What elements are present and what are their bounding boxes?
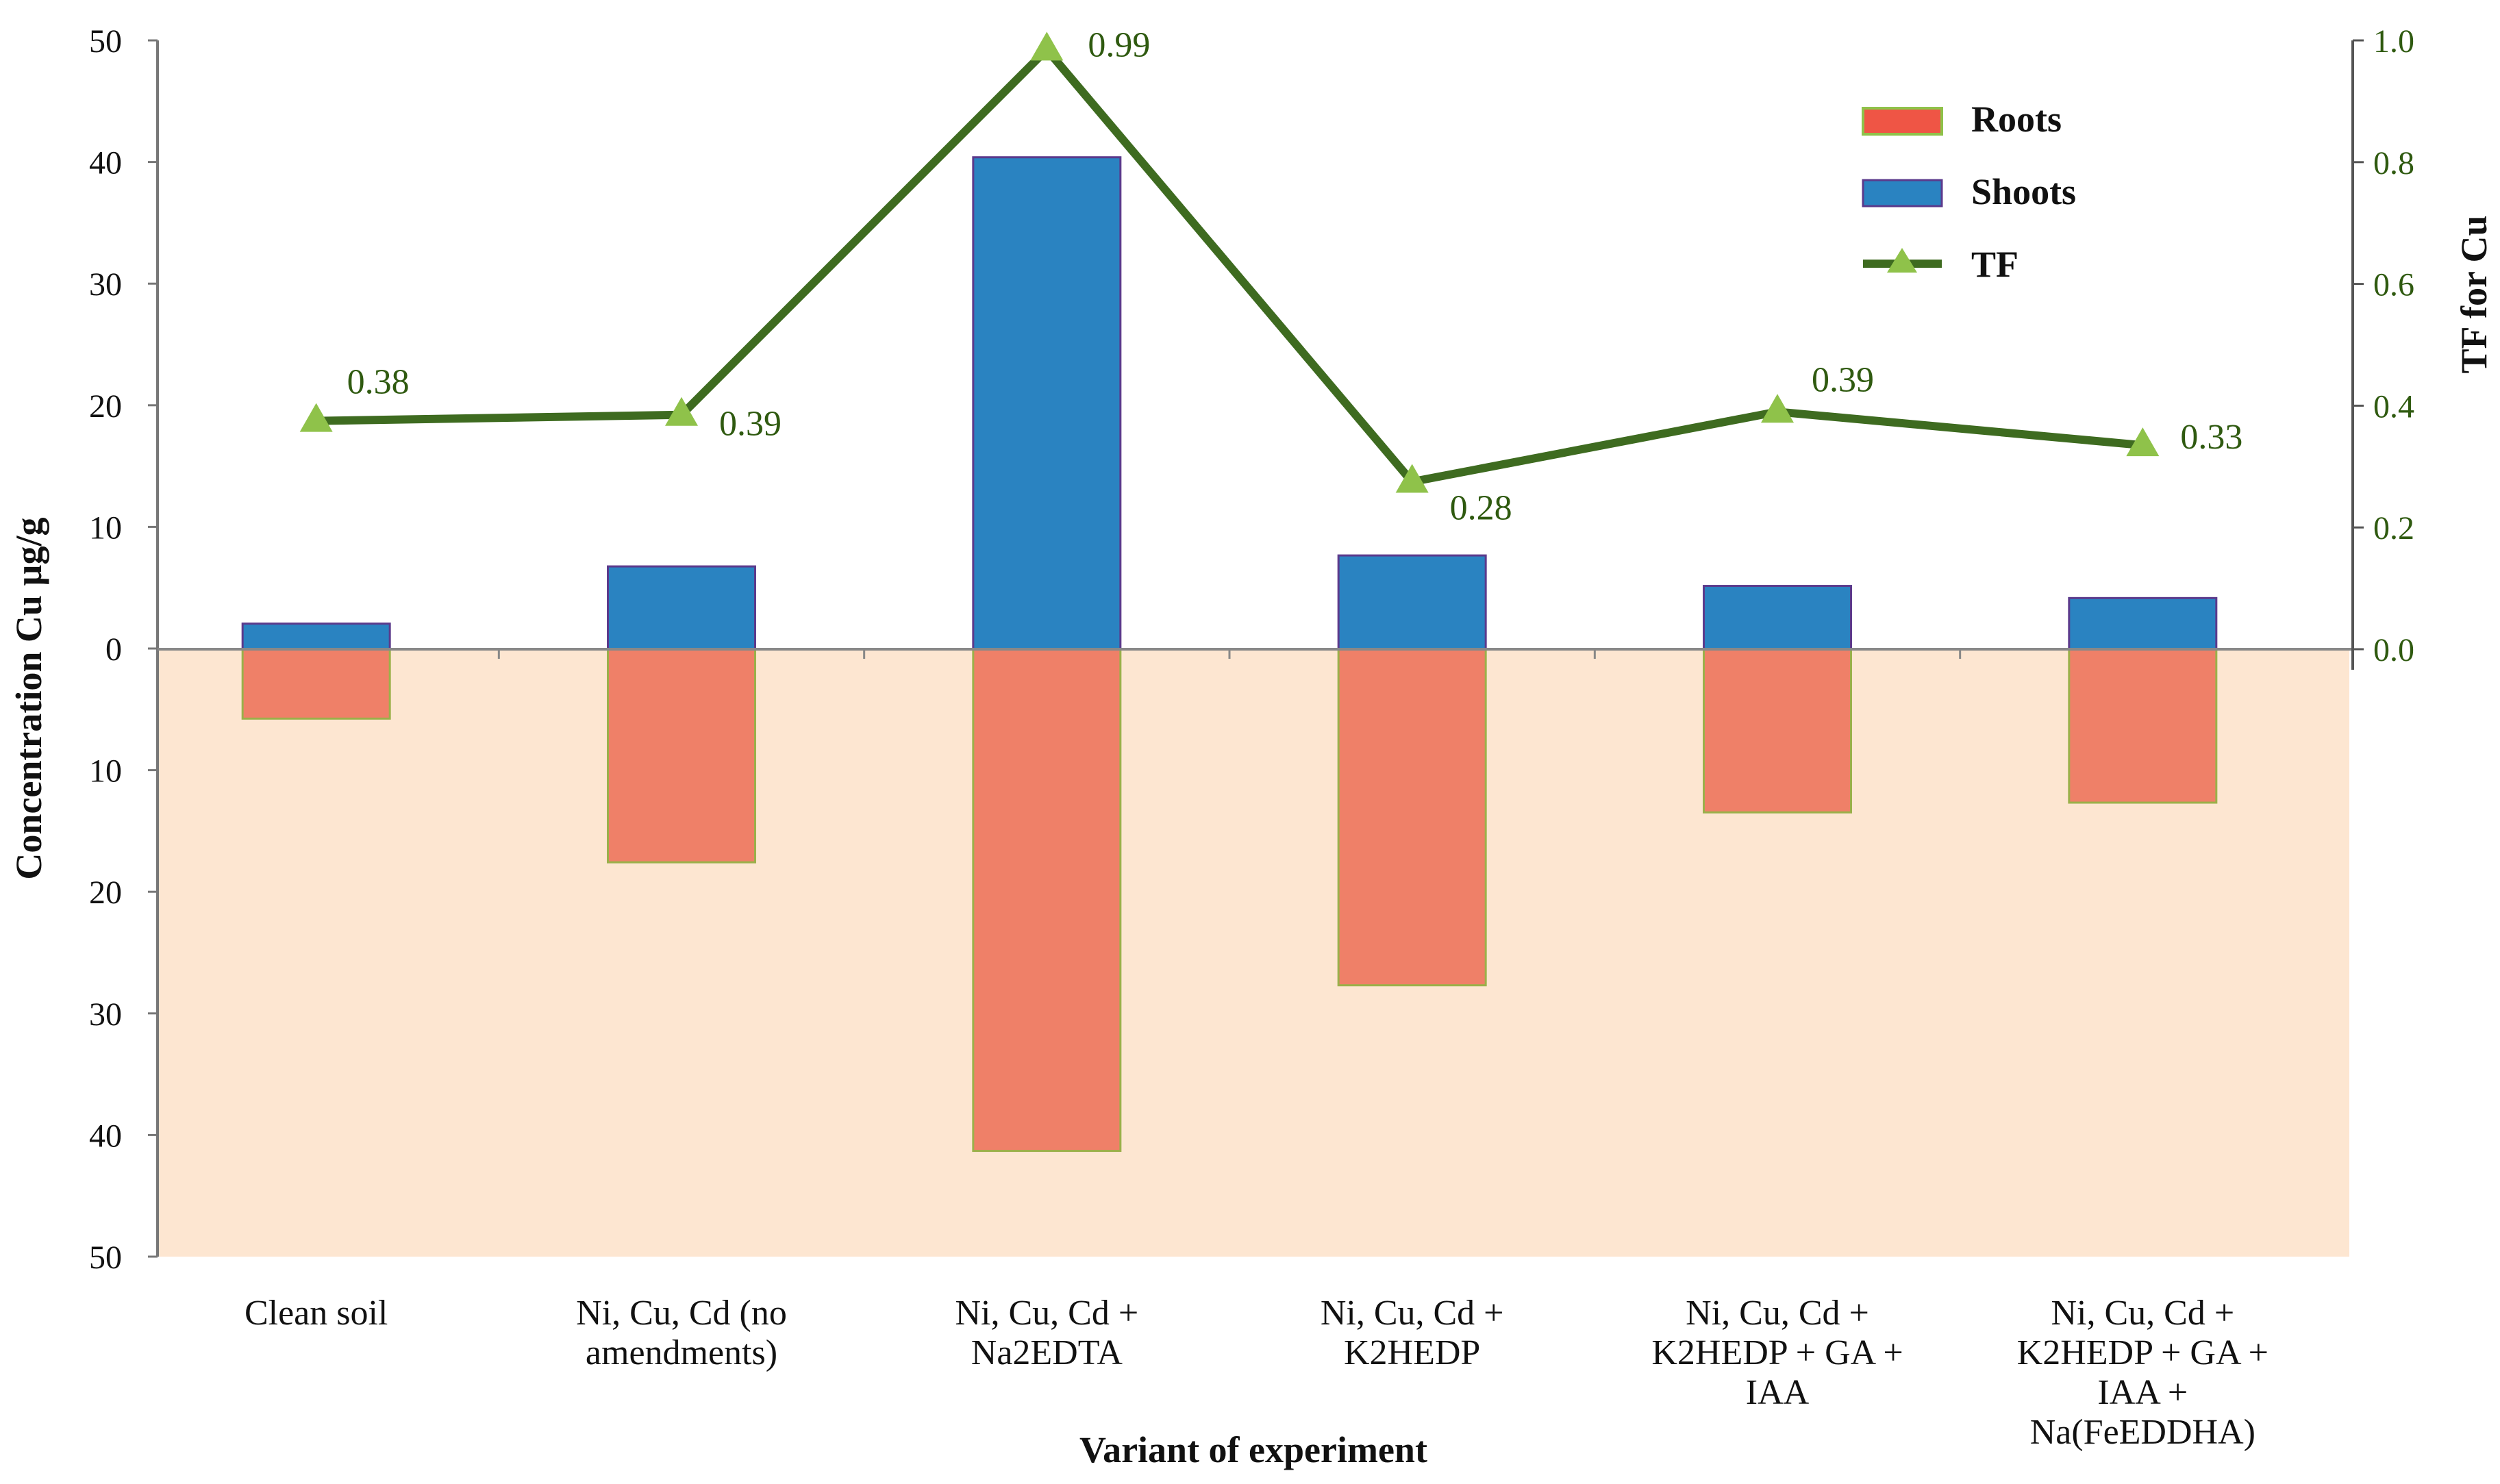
category-label: Ni, Cu, Cd + [955, 1294, 1138, 1333]
right-tick-label: 0.0 [2373, 632, 2414, 668]
tf-marker [665, 397, 698, 426]
left-tick-label: 50 [89, 23, 122, 60]
left-tick-label: 30 [89, 996, 122, 1033]
tf-series-line [316, 45, 2143, 486]
roots-bar [1703, 648, 1852, 814]
tf-data-label: 0.39 [719, 405, 782, 444]
legend-shoots-label: Shoots [1971, 171, 2076, 212]
shoots-bar [607, 565, 756, 651]
y2-axis-title: TF for Cu [2453, 215, 2495, 373]
tf-data-label: 0.38 [347, 363, 410, 402]
left-tick-label: 50 [89, 1240, 122, 1276]
category-label: Na(FeEDDHA) [2030, 1413, 2255, 1452]
right-tick-label: 1.0 [2373, 23, 2414, 60]
axes [156, 40, 2354, 1257]
tf-data-label: 0.39 [1812, 360, 1874, 399]
category-label: IAA + [2097, 1373, 2188, 1412]
right-axis-ticks: 1.0 0.8 0.6 0.4 0.2 0.0 [2353, 23, 2414, 668]
tf-data-label: 0.28 [1450, 489, 1512, 528]
right-tick-label: 0.6 [2373, 267, 2414, 303]
legend-tf-label: TF [1971, 244, 2018, 285]
bars [241, 156, 2218, 1153]
category-label: Na2EDTA [971, 1333, 1123, 1372]
category-label: Ni, Cu, Cd + [2051, 1294, 2234, 1333]
legend-shoots-swatch [1862, 179, 1943, 207]
shoots-bar [241, 622, 391, 651]
legend-tf-marker [1887, 248, 1917, 273]
roots-bar [607, 648, 756, 864]
tf-line-group: 0.38 0.39 0.99 0.28 0.39 0.33 [299, 25, 2242, 528]
tf-marker [299, 403, 333, 432]
shoots-bar [2068, 596, 2218, 651]
category-label: K2HEDP + GA + [1651, 1333, 1903, 1372]
category-label: IAA [1746, 1373, 1810, 1412]
left-tick-label: 0 [105, 631, 122, 668]
shoots-bar [1703, 585, 1852, 651]
shoots-bar [972, 156, 1122, 651]
roots-bar [972, 648, 1122, 1153]
x-axis-title: Variant of experiment [1079, 1429, 1427, 1470]
right-tick-label: 0.2 [2373, 510, 2414, 546]
tf-marker [1395, 464, 1429, 493]
tf-marker [1761, 394, 1794, 423]
left-axis-ticks: 50 40 30 20 10 0 10 20 30 40 50 [89, 23, 158, 1276]
roots-bar [2068, 648, 2218, 804]
roots-bar [241, 648, 391, 720]
left-tick-label: 40 [89, 1118, 122, 1154]
right-tick-label: 0.4 [2373, 388, 2414, 425]
left-tick-label: 10 [89, 510, 122, 546]
tf-data-label: 0.33 [2180, 418, 2242, 457]
tf-marker [1030, 32, 1064, 61]
right-tick-label: 0.8 [2373, 145, 2414, 181]
left-tick-label: 20 [89, 388, 122, 425]
roots-region-background [158, 649, 2349, 1257]
y-axis-title: Concentration Cu µg/g [8, 517, 49, 879]
category-label: K2HEDP [1344, 1333, 1480, 1372]
category-label: Ni, Cu, Cd (no [576, 1294, 787, 1333]
category-label: Clean soil [245, 1294, 388, 1333]
shoots-bar [1337, 554, 1487, 651]
legend-roots-swatch [1862, 107, 1943, 136]
left-tick-label: 30 [89, 266, 122, 303]
category-label: amendments) [586, 1333, 777, 1372]
roots-bar [1337, 648, 1487, 987]
legend: Roots Shoots TF [1862, 99, 2076, 285]
left-tick-label: 10 [89, 753, 122, 790]
tf-data-label: 0.99 [1088, 25, 1150, 64]
category-label: Ni, Cu, Cd + [1321, 1294, 1504, 1333]
category-label: Ni, Cu, Cd + [1686, 1294, 1869, 1333]
category-label: K2HEDP + GA + [2017, 1333, 2268, 1372]
tf-marker [2126, 427, 2160, 457]
left-tick-label: 40 [89, 145, 122, 181]
legend-roots-label: Roots [1971, 99, 2062, 140]
left-tick-label: 20 [89, 875, 122, 911]
